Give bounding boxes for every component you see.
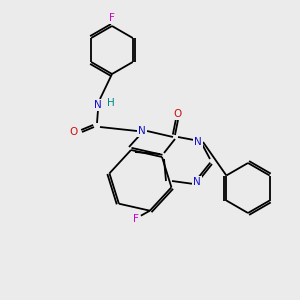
- Text: H: H: [107, 98, 115, 108]
- Text: F: F: [133, 214, 139, 224]
- Text: N: N: [193, 177, 201, 187]
- Text: O: O: [174, 109, 182, 119]
- Text: F: F: [109, 13, 115, 23]
- Text: O: O: [70, 127, 78, 137]
- Text: N: N: [94, 100, 102, 110]
- Text: N: N: [138, 126, 146, 136]
- Text: N: N: [194, 137, 202, 147]
